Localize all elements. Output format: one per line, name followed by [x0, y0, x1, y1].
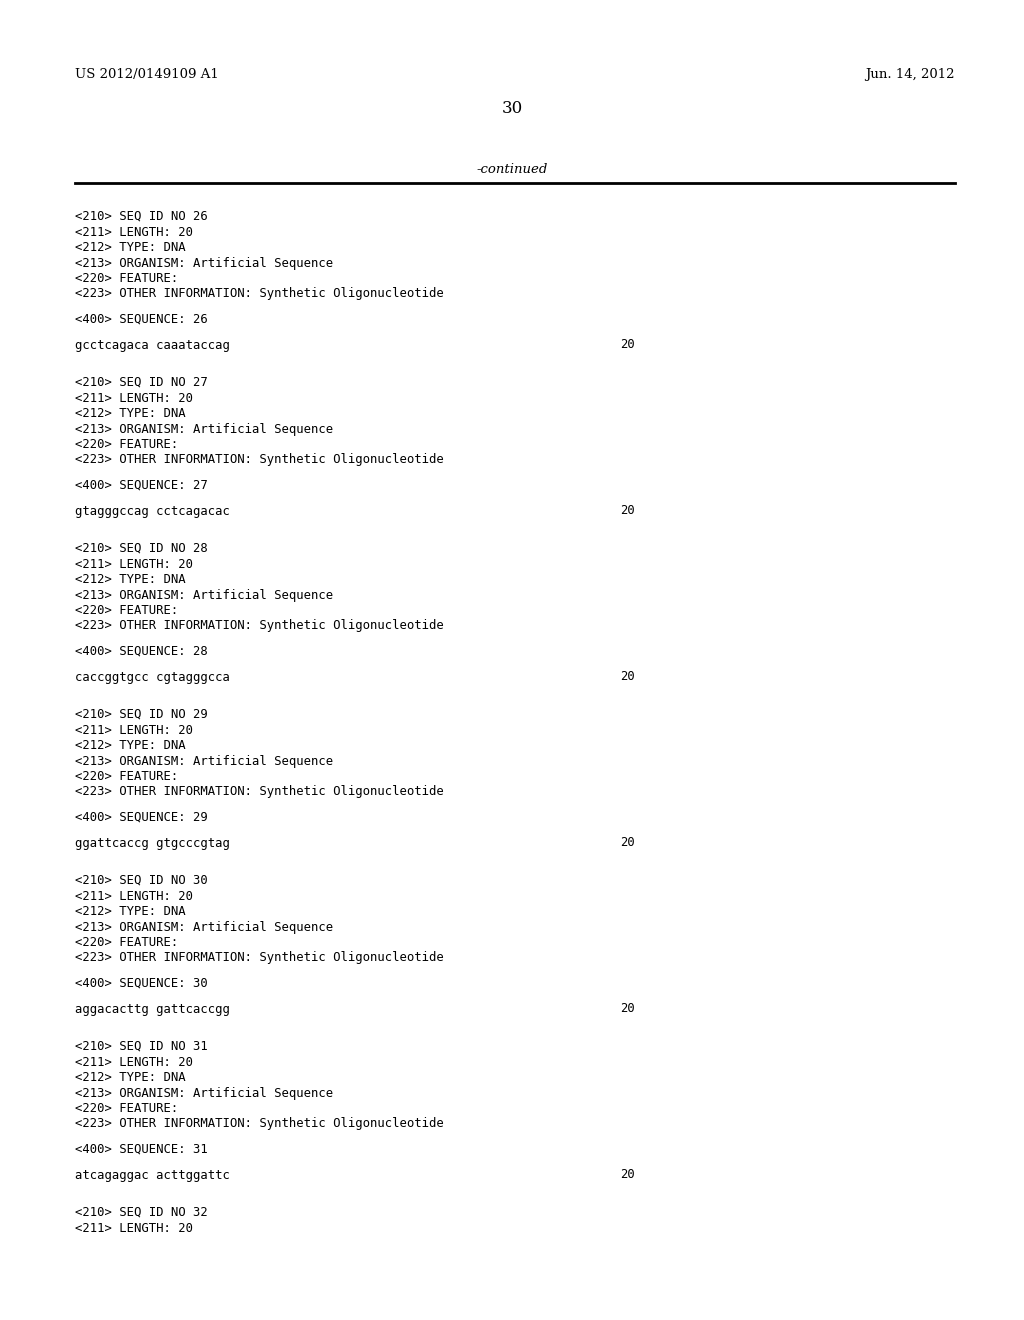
- Text: <212> TYPE: DNA: <212> TYPE: DNA: [75, 242, 185, 253]
- Text: <223> OTHER INFORMATION: Synthetic Oligonucleotide: <223> OTHER INFORMATION: Synthetic Oligo…: [75, 952, 443, 965]
- Text: <213> ORGANISM: Artificial Sequence: <213> ORGANISM: Artificial Sequence: [75, 920, 333, 933]
- Text: aggacacttg gattcaccgg: aggacacttg gattcaccgg: [75, 1002, 229, 1015]
- Text: Jun. 14, 2012: Jun. 14, 2012: [865, 69, 955, 81]
- Text: <211> LENGTH: 20: <211> LENGTH: 20: [75, 1221, 193, 1234]
- Text: <223> OTHER INFORMATION: Synthetic Oligonucleotide: <223> OTHER INFORMATION: Synthetic Oligo…: [75, 619, 443, 632]
- Text: <220> FEATURE:: <220> FEATURE:: [75, 1102, 178, 1115]
- Text: 20: 20: [620, 338, 635, 351]
- Text: <400> SEQUENCE: 27: <400> SEQUENCE: 27: [75, 479, 208, 492]
- Text: <212> TYPE: DNA: <212> TYPE: DNA: [75, 407, 185, 420]
- Text: US 2012/0149109 A1: US 2012/0149109 A1: [75, 69, 219, 81]
- Text: <400> SEQUENCE: 28: <400> SEQUENCE: 28: [75, 645, 208, 657]
- Text: <210> SEQ ID NO 31: <210> SEQ ID NO 31: [75, 1040, 208, 1053]
- Text: <220> FEATURE:: <220> FEATURE:: [75, 272, 178, 285]
- Text: <400> SEQUENCE: 26: <400> SEQUENCE: 26: [75, 313, 208, 326]
- Text: <211> LENGTH: 20: <211> LENGTH: 20: [75, 723, 193, 737]
- Text: <220> FEATURE:: <220> FEATURE:: [75, 438, 178, 451]
- Text: <220> FEATURE:: <220> FEATURE:: [75, 605, 178, 616]
- Text: <210> SEQ ID NO 28: <210> SEQ ID NO 28: [75, 543, 208, 554]
- Text: <213> ORGANISM: Artificial Sequence: <213> ORGANISM: Artificial Sequence: [75, 422, 333, 436]
- Text: 20: 20: [620, 1168, 635, 1181]
- Text: 30: 30: [502, 100, 522, 117]
- Text: <223> OTHER INFORMATION: Synthetic Oligonucleotide: <223> OTHER INFORMATION: Synthetic Oligo…: [75, 785, 443, 799]
- Text: gcctcagaca caaataccag: gcctcagaca caaataccag: [75, 338, 229, 351]
- Text: ggattcaccg gtgcccgtag: ggattcaccg gtgcccgtag: [75, 837, 229, 850]
- Text: atcagaggac acttggattc: atcagaggac acttggattc: [75, 1168, 229, 1181]
- Text: <211> LENGTH: 20: <211> LENGTH: 20: [75, 557, 193, 570]
- Text: <223> OTHER INFORMATION: Synthetic Oligonucleotide: <223> OTHER INFORMATION: Synthetic Oligo…: [75, 454, 443, 466]
- Text: gtagggccag cctcagacac: gtagggccag cctcagacac: [75, 504, 229, 517]
- Text: <210> SEQ ID NO 26: <210> SEQ ID NO 26: [75, 210, 208, 223]
- Text: caccggtgcc cgtagggcca: caccggtgcc cgtagggcca: [75, 671, 229, 684]
- Text: 20: 20: [620, 1002, 635, 1015]
- Text: <220> FEATURE:: <220> FEATURE:: [75, 770, 178, 783]
- Text: <213> ORGANISM: Artificial Sequence: <213> ORGANISM: Artificial Sequence: [75, 256, 333, 269]
- Text: <220> FEATURE:: <220> FEATURE:: [75, 936, 178, 949]
- Text: <210> SEQ ID NO 27: <210> SEQ ID NO 27: [75, 376, 208, 389]
- Text: <210> SEQ ID NO 29: <210> SEQ ID NO 29: [75, 708, 208, 721]
- Text: <213> ORGANISM: Artificial Sequence: <213> ORGANISM: Artificial Sequence: [75, 1086, 333, 1100]
- Text: 20: 20: [620, 837, 635, 850]
- Text: <211> LENGTH: 20: <211> LENGTH: 20: [75, 890, 193, 903]
- Text: <212> TYPE: DNA: <212> TYPE: DNA: [75, 906, 185, 917]
- Text: <213> ORGANISM: Artificial Sequence: <213> ORGANISM: Artificial Sequence: [75, 589, 333, 602]
- Text: <212> TYPE: DNA: <212> TYPE: DNA: [75, 739, 185, 752]
- Text: <211> LENGTH: 20: <211> LENGTH: 20: [75, 1056, 193, 1068]
- Text: <223> OTHER INFORMATION: Synthetic Oligonucleotide: <223> OTHER INFORMATION: Synthetic Oligo…: [75, 288, 443, 301]
- Text: <211> LENGTH: 20: <211> LENGTH: 20: [75, 226, 193, 239]
- Text: 20: 20: [620, 504, 635, 517]
- Text: <213> ORGANISM: Artificial Sequence: <213> ORGANISM: Artificial Sequence: [75, 755, 333, 767]
- Text: <210> SEQ ID NO 32: <210> SEQ ID NO 32: [75, 1206, 208, 1218]
- Text: <211> LENGTH: 20: <211> LENGTH: 20: [75, 392, 193, 404]
- Text: <400> SEQUENCE: 30: <400> SEQUENCE: 30: [75, 977, 208, 990]
- Text: <400> SEQUENCE: 31: <400> SEQUENCE: 31: [75, 1143, 208, 1156]
- Text: <212> TYPE: DNA: <212> TYPE: DNA: [75, 1071, 185, 1084]
- Text: -continued: -continued: [476, 162, 548, 176]
- Text: <212> TYPE: DNA: <212> TYPE: DNA: [75, 573, 185, 586]
- Text: <400> SEQUENCE: 29: <400> SEQUENCE: 29: [75, 810, 208, 824]
- Text: 20: 20: [620, 671, 635, 684]
- Text: <210> SEQ ID NO 30: <210> SEQ ID NO 30: [75, 874, 208, 887]
- Text: <223> OTHER INFORMATION: Synthetic Oligonucleotide: <223> OTHER INFORMATION: Synthetic Oligo…: [75, 1118, 443, 1130]
